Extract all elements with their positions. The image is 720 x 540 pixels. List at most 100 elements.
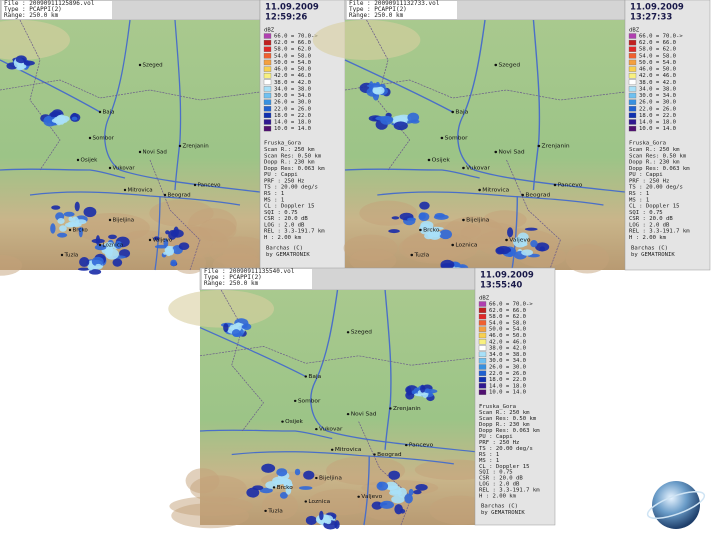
scale-swatch: [263, 46, 272, 52]
hill: [349, 248, 397, 273]
river: [457, 19, 626, 193]
date: 11.09.2009: [265, 3, 319, 13]
info-line: Dopp Res: 0.063 km: [629, 166, 690, 172]
scale-label: 22.0 = 26.0: [639, 106, 676, 112]
scale-label: 42.0 = 46.0: [274, 73, 311, 79]
info-line: Fruska_Gora: [479, 404, 516, 410]
time: 12:59:26: [265, 13, 307, 23]
place-dot: [138, 63, 142, 67]
scale-swatch: [263, 79, 272, 85]
echo: [71, 216, 80, 227]
scale-swatch: [628, 119, 637, 125]
scale-label: 42.0 = 46.0: [489, 339, 526, 345]
hill: [312, 20, 421, 60]
echo: [165, 245, 172, 257]
river: [29, 191, 241, 206]
place-dot: [505, 238, 508, 242]
scale-label: 62.0 = 66.0: [274, 40, 311, 46]
header-box: [347, 1, 457, 19]
hill: [326, 455, 406, 486]
echo: [524, 227, 538, 231]
scale-label: 54.0 = 58.0: [274, 53, 311, 59]
echo: [428, 226, 444, 231]
scale-label: 54.0 = 58.0: [489, 320, 526, 326]
scale-label: 30.0 = 34.0: [274, 93, 311, 99]
border: [199, 346, 476, 366]
place-label: Sombor: [93, 136, 115, 142]
scale-swatch: [263, 66, 272, 72]
info-line: Scan Res: 0.50 km: [629, 153, 687, 159]
echo: [388, 470, 400, 480]
scale-label: 42.0 = 46.0: [639, 73, 676, 79]
credit: by GEMATRONIK: [481, 510, 525, 516]
place-label: Valjevo: [509, 238, 531, 244]
unit: dBZ: [479, 296, 490, 302]
place-dot: [494, 63, 498, 67]
header-range: Range: 250.0 km: [4, 12, 59, 19]
scale-swatch: [263, 125, 272, 132]
info-line: H : 2.00 km: [264, 235, 302, 241]
echo: [406, 386, 412, 396]
place-label: Bijeljina: [113, 218, 135, 224]
scale-swatch: [263, 33, 272, 39]
echo: [57, 217, 65, 225]
globe-logo: [646, 481, 706, 529]
place-dot: [88, 136, 92, 140]
place-dot: [68, 228, 72, 232]
place-label: Baja: [455, 110, 468, 116]
echo: [153, 236, 160, 241]
time: 13:55:40: [480, 281, 522, 291]
river: [199, 327, 307, 378]
place-dot: [440, 136, 444, 140]
scale-swatch: [263, 106, 272, 112]
info-line: REL : 3.3-191.7 km: [264, 229, 325, 235]
place-dot: [76, 158, 80, 162]
unit: dBZ: [629, 28, 640, 34]
echo: [294, 468, 301, 476]
echo: [229, 324, 236, 331]
echo: [63, 211, 75, 217]
place-dot: [419, 228, 422, 232]
scale-label: 18.0 = 22.0: [274, 113, 311, 119]
scale-swatch: [628, 39, 637, 46]
info-line: Scan R.: 250 km: [479, 410, 530, 416]
place-label: Osijek: [285, 419, 304, 425]
hill: [414, 459, 495, 481]
hill: [149, 199, 214, 227]
echo: [246, 487, 260, 498]
header-file: File : 20090911135540.vol: [204, 268, 295, 275]
credit: by GEMATRONIK: [631, 252, 675, 258]
echo: [419, 223, 432, 235]
scale-label: 38.0 = 42.0: [274, 80, 311, 86]
place-label: Osijek: [81, 158, 99, 164]
border: [19, 19, 61, 171]
scale-swatch: [263, 73, 272, 79]
river: [0, 168, 126, 179]
place-dot: [98, 110, 102, 114]
info-line: Dopp Res: 0.063 km: [479, 428, 540, 434]
info-line: SQI : 0.75: [264, 210, 298, 216]
scale-label: 50.0 = 54.0: [274, 60, 311, 66]
echo: [305, 515, 317, 526]
place-label: Sombor: [445, 136, 469, 142]
echo: [535, 242, 550, 252]
border: [220, 289, 264, 432]
echo: [415, 484, 428, 491]
info-line: CL : Doppler 15: [479, 464, 530, 470]
scale-label: 26.0 = 30.0: [274, 100, 311, 106]
place-label: Beograd: [525, 193, 550, 199]
echo: [276, 468, 288, 477]
info-line: Dopp R.: 230 km: [479, 422, 530, 428]
echo: [495, 247, 505, 255]
credit: Barchas (C): [481, 504, 518, 510]
echo: [74, 201, 80, 212]
scale-swatch: [263, 92, 272, 99]
place-dot: [451, 110, 454, 114]
place-dot: [272, 486, 276, 489]
scale-swatch: [478, 332, 487, 339]
place-label: Sombor: [298, 399, 321, 405]
echo: [380, 115, 393, 125]
info-line: H : 2.00 km: [479, 494, 517, 500]
